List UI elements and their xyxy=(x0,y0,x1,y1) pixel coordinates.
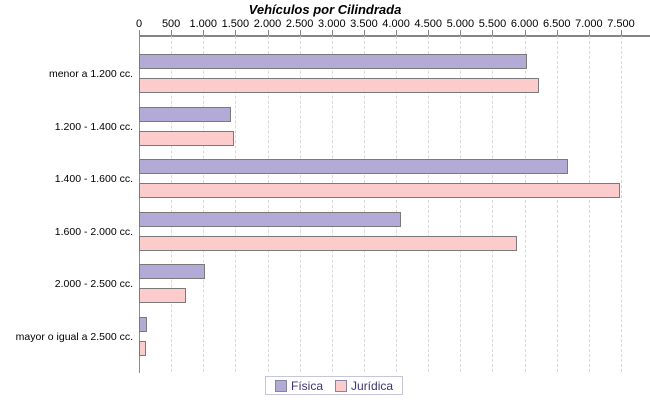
gridline xyxy=(588,36,590,372)
legend-label-fisica: Física xyxy=(291,378,324,393)
y-axis-line xyxy=(139,36,140,373)
x-tick-label: 1.000 xyxy=(189,18,218,30)
gridline xyxy=(171,36,173,372)
chart-title: Vehículos por Cilindrada xyxy=(248,2,402,17)
gridline xyxy=(331,36,333,372)
x-tick-label: 7.500 xyxy=(607,18,635,30)
x-axis-line xyxy=(139,35,650,37)
bar-fisica xyxy=(139,159,569,175)
legend-item-juridica: Jurídica xyxy=(335,379,393,393)
legend-swatch-fisica xyxy=(275,379,287,392)
gridline xyxy=(524,36,526,372)
x-tick xyxy=(139,30,140,35)
gridline xyxy=(299,36,301,372)
x-tick-label: 500 xyxy=(161,18,181,30)
x-tick-label: 7.000 xyxy=(575,18,603,30)
gridline xyxy=(428,36,430,372)
legend-item-fisica: Física xyxy=(275,379,323,393)
x-tick-label: 5.000 xyxy=(446,18,475,30)
x-tick xyxy=(621,30,622,35)
bar-fisica xyxy=(139,264,206,280)
bar-fisica xyxy=(139,317,148,332)
x-tick xyxy=(588,30,590,35)
bar-juridica xyxy=(139,183,620,199)
x-tick-label: 6.000 xyxy=(510,18,539,30)
x-tick xyxy=(524,30,526,35)
x-tick xyxy=(267,30,269,35)
legend: Física Jurídica xyxy=(265,376,404,395)
gridline xyxy=(460,36,462,372)
x-tick-label: 3.000 xyxy=(318,18,346,30)
x-tick-label: 6.500 xyxy=(542,18,571,30)
gridline xyxy=(235,36,237,372)
bar-juridica xyxy=(139,78,540,93)
x-tick xyxy=(235,30,237,35)
x-tick-label: 2.500 xyxy=(285,18,314,30)
gridline xyxy=(203,36,205,372)
gridline xyxy=(492,36,494,372)
category-label: menor a 1.200 cc. xyxy=(48,68,133,80)
x-tick xyxy=(428,30,430,35)
x-tick-label: 5.500 xyxy=(478,18,507,30)
gridline xyxy=(556,36,558,372)
category-label: 2.000 - 2.500 cc. xyxy=(54,278,133,291)
x-tick-label: 4.000 xyxy=(382,18,410,30)
x-tick xyxy=(299,30,301,35)
category-label: 1.200 - 1.400 cc. xyxy=(54,120,133,133)
x-tick xyxy=(396,30,398,35)
x-tick xyxy=(492,30,494,35)
x-tick-label: 1.500 xyxy=(221,18,250,30)
category-label: mayor o igual a 2.500 cc. xyxy=(15,331,133,343)
bar-juridica xyxy=(139,341,147,356)
x-tick xyxy=(363,30,365,35)
x-tick-label: 2.000 xyxy=(253,18,282,30)
bar-juridica xyxy=(139,130,235,146)
bar-fisica xyxy=(139,54,527,69)
bar-fisica xyxy=(139,106,231,122)
bar-fisica xyxy=(139,211,402,227)
bar-juridica xyxy=(139,235,517,251)
x-tick xyxy=(331,30,333,35)
x-tick-label: 0 xyxy=(135,18,143,30)
bar-juridica xyxy=(139,288,186,304)
legend-label-juridica: Jurídica xyxy=(351,378,394,393)
x-tick xyxy=(556,30,558,35)
gridline xyxy=(267,36,269,372)
x-tick-label: 4.500 xyxy=(414,18,442,30)
x-tick xyxy=(203,30,205,35)
gridline xyxy=(396,36,398,372)
legend-swatch-juridica xyxy=(335,379,348,392)
category-label: 1.600 - 2.000 cc. xyxy=(54,225,133,238)
x-tick xyxy=(460,30,462,35)
x-tick-label: 3.500 xyxy=(350,18,378,30)
gridline xyxy=(621,36,622,372)
x-tick xyxy=(171,30,173,35)
category-label: 1.400 - 1.600 cc. xyxy=(54,173,133,186)
plot-area xyxy=(139,36,650,372)
gridline xyxy=(363,36,365,372)
